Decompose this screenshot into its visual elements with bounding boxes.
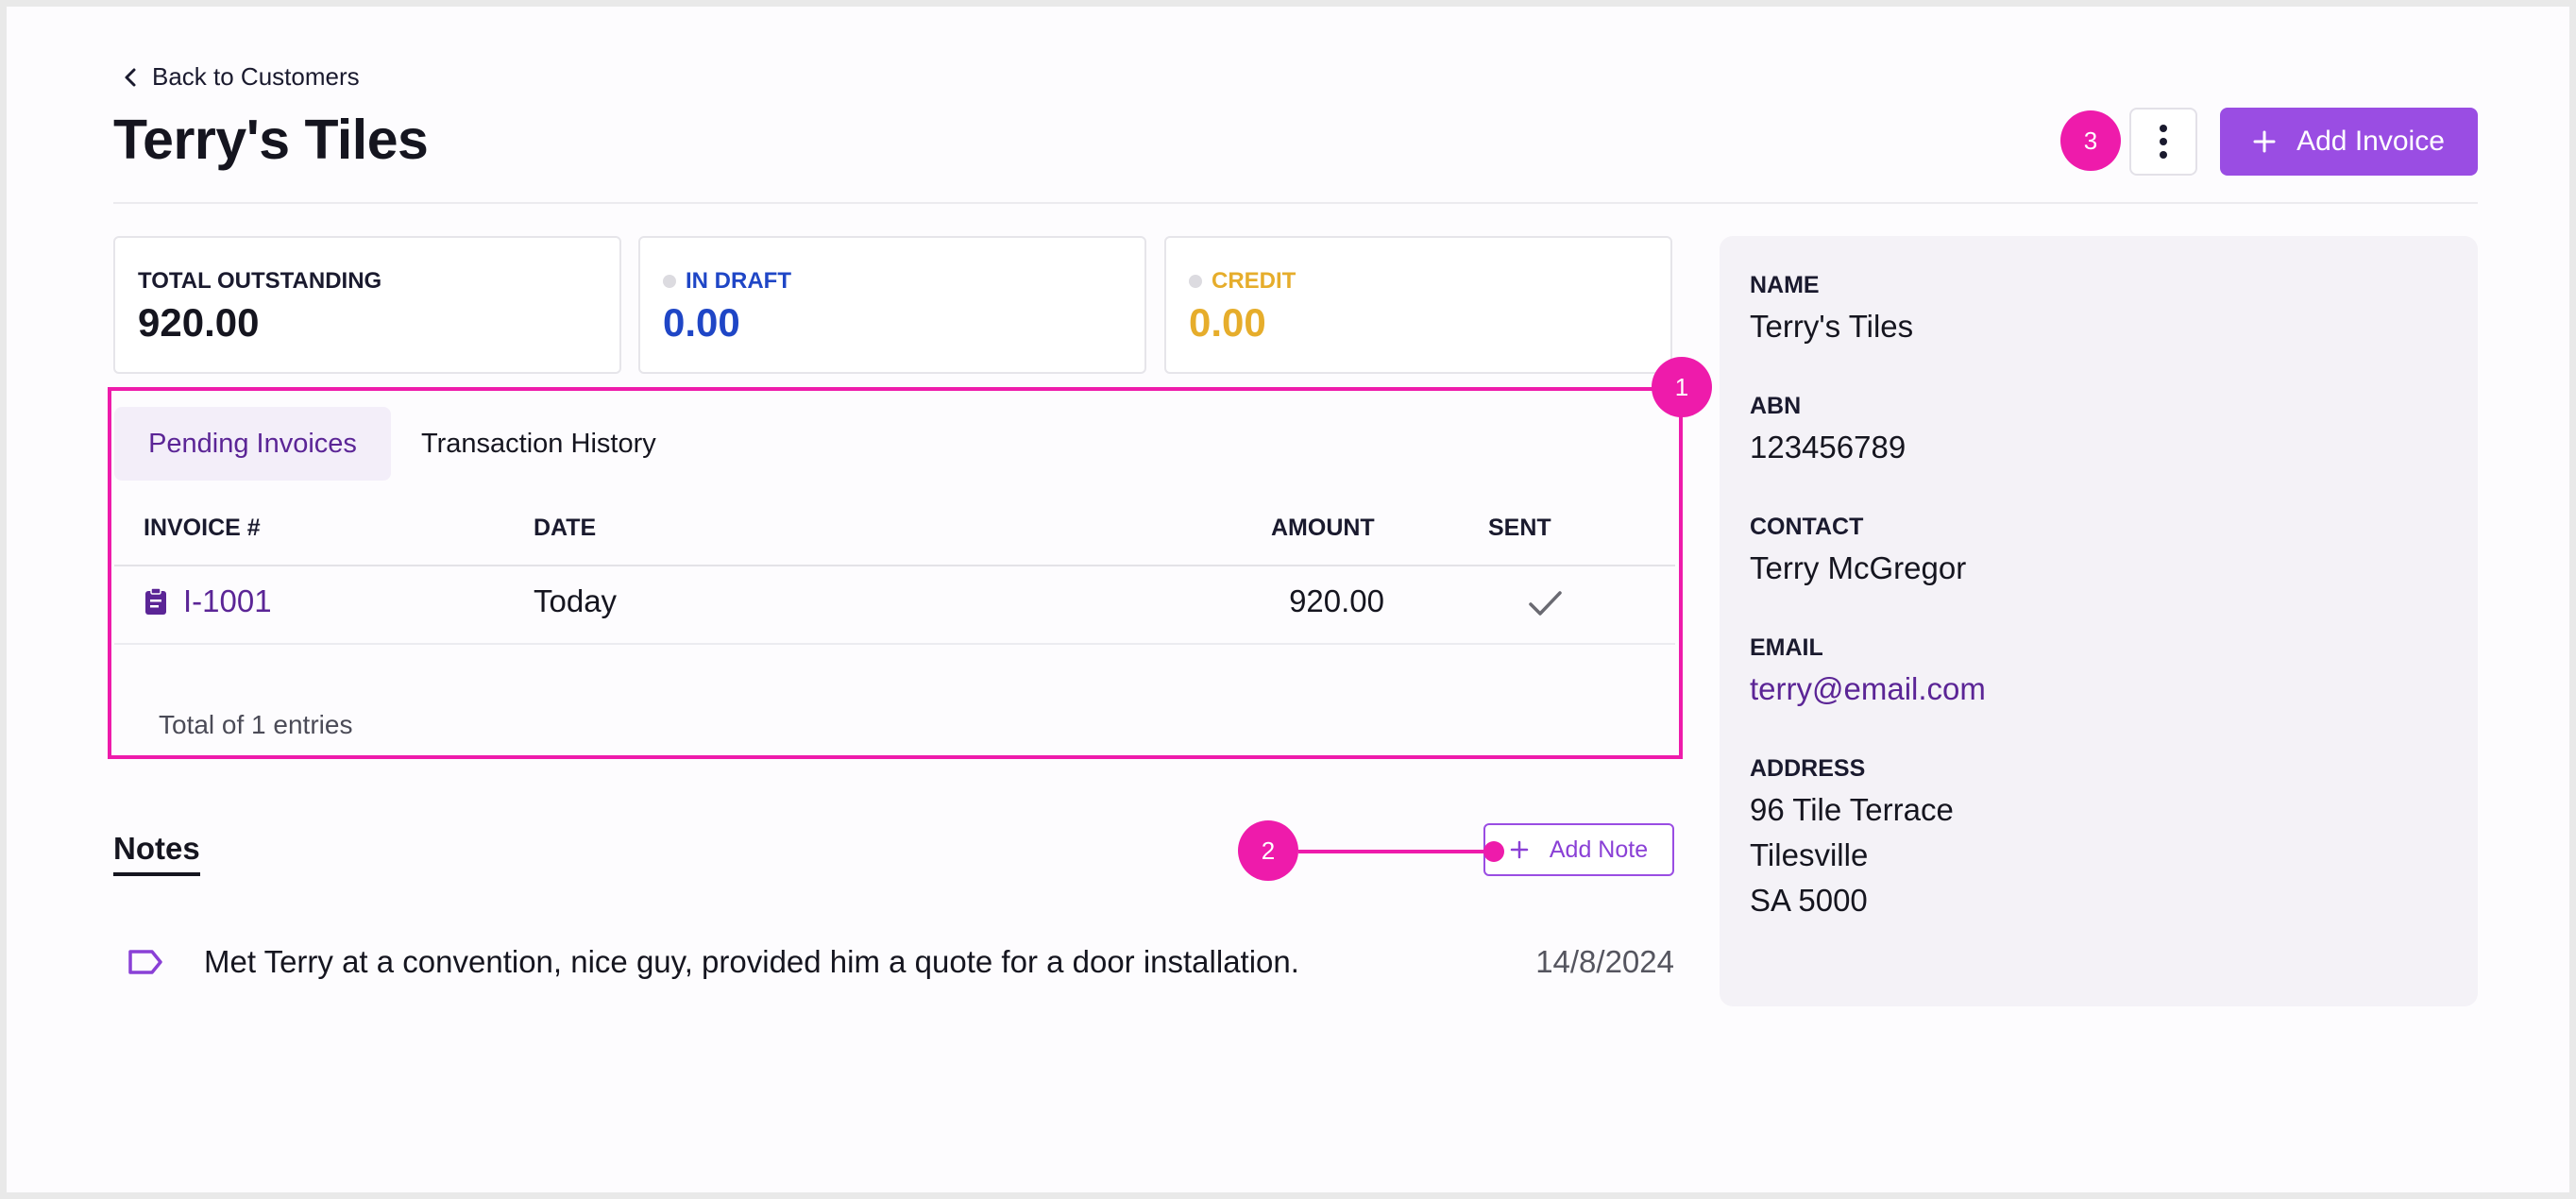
clipboard-icon — [145, 587, 166, 615]
column-header-date[interactable]: DATE — [534, 515, 597, 541]
customer-info-panel — [1720, 236, 2478, 1006]
address-line: Tilesville — [1750, 837, 1869, 872]
table-footer-total: Total of 1 entries — [159, 710, 353, 739]
invoice-date: Today — [534, 583, 618, 618]
check-icon — [1529, 591, 1562, 616]
add-invoice-button[interactable]: Add Invoice — [2220, 108, 2478, 176]
tag-icon — [128, 950, 162, 974]
tab-pending-invoices[interactable]: Pending Invoices — [114, 407, 391, 481]
stat-card-credit: CREDIT 0.00 — [1164, 236, 1672, 374]
callout-badge-3: 3 — [2060, 110, 2121, 171]
plus-icon — [2253, 130, 2276, 153]
stat-card-in-draft: IN DRAFT 0.00 — [638, 236, 1146, 374]
add-invoice-label: Add Invoice — [2296, 126, 2445, 157]
add-note-button[interactable]: Add Note — [1483, 823, 1674, 876]
table-header-divider — [114, 565, 1675, 566]
address-line: 96 Tile Terrace — [1750, 792, 1954, 827]
stat-label: IN DRAFT — [663, 268, 791, 295]
tab-transaction-history[interactable]: Transaction History — [421, 428, 656, 459]
email-link[interactable]: terry@email.com — [1750, 671, 1986, 706]
column-header-amount[interactable]: AMOUNT — [1271, 515, 1375, 541]
table-row-divider — [114, 643, 1675, 645]
invoice-amount: 920.00 — [1289, 583, 1384, 618]
callout-badge-1: 1 — [1652, 357, 1712, 417]
info-label-name: NAME — [1750, 272, 1820, 298]
info-label-contact: CONTACT — [1750, 514, 1864, 540]
stat-card-total-outstanding: TOTAL OUTSTANDING 920.00 — [113, 236, 621, 374]
page-title: Terry's Tiles — [113, 109, 429, 171]
kebab-icon-dot — [2160, 138, 2167, 145]
chevron-left-icon — [125, 68, 136, 86]
kebab-icon-dot — [2160, 151, 2167, 159]
stat-label: CREDIT — [1189, 268, 1296, 295]
info-value-abn: 123456789 — [1750, 430, 1907, 464]
back-link-label: Back to Customers — [152, 62, 360, 91]
callout-badge-2: 2 — [1238, 820, 1298, 881]
more-options-button[interactable] — [2129, 108, 2197, 176]
header-divider — [113, 202, 2478, 204]
info-value-contact: Terry McGregor — [1750, 550, 1967, 585]
callout-connector-dot — [1483, 841, 1504, 862]
invoice-link[interactable]: I-1001 — [144, 583, 272, 619]
note-text: Met Terry at a convention, nice guy, pro… — [204, 944, 1299, 979]
kebab-icon — [2160, 125, 2167, 132]
back-to-customers-link[interactable]: Back to Customers — [122, 62, 360, 92]
callout-highlight-box — [108, 387, 1683, 759]
notes-section-title: Notes — [113, 831, 200, 876]
note-date: 14/8/2024 — [1535, 944, 1674, 979]
info-label-email: EMAIL — [1750, 634, 1823, 661]
callout-connector-line — [1298, 850, 1493, 853]
plus-icon — [1510, 840, 1529, 859]
status-dot-icon — [1189, 275, 1202, 288]
info-label-abn: ABN — [1750, 393, 1802, 419]
stat-label: TOTAL OUTSTANDING — [138, 268, 382, 294]
status-dot-icon — [663, 275, 676, 288]
address-line: SA 5000 — [1750, 883, 1868, 918]
stat-value: 0.00 — [1189, 300, 1266, 345]
info-label-address: ADDRESS — [1750, 755, 1866, 782]
invoice-number: I-1001 — [183, 583, 272, 618]
info-value-name: Terry's Tiles — [1750, 309, 1914, 344]
add-note-label: Add Note — [1549, 836, 1649, 863]
column-header-sent[interactable]: SENT — [1488, 515, 1551, 541]
column-header-invoice[interactable]: INVOICE # — [144, 515, 261, 541]
stat-value: 920.00 — [138, 300, 260, 345]
stat-value: 0.00 — [663, 300, 740, 345]
